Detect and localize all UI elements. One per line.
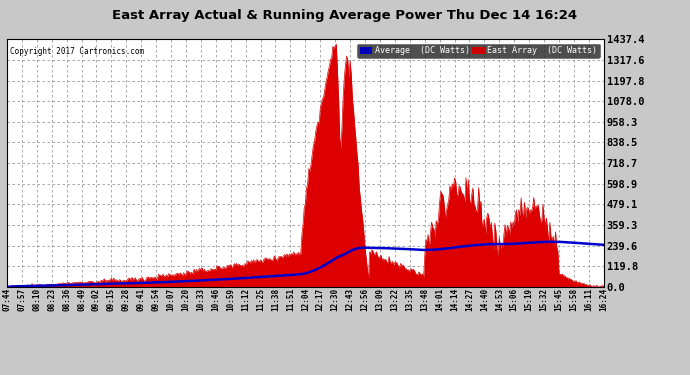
Text: East Array Actual & Running Average Power Thu Dec 14 16:24: East Array Actual & Running Average Powe… bbox=[112, 9, 578, 22]
Legend: Average  (DC Watts), East Array  (DC Watts): Average (DC Watts), East Array (DC Watts… bbox=[357, 44, 600, 57]
Text: Copyright 2017 Cartronics.com: Copyright 2017 Cartronics.com bbox=[10, 47, 144, 56]
